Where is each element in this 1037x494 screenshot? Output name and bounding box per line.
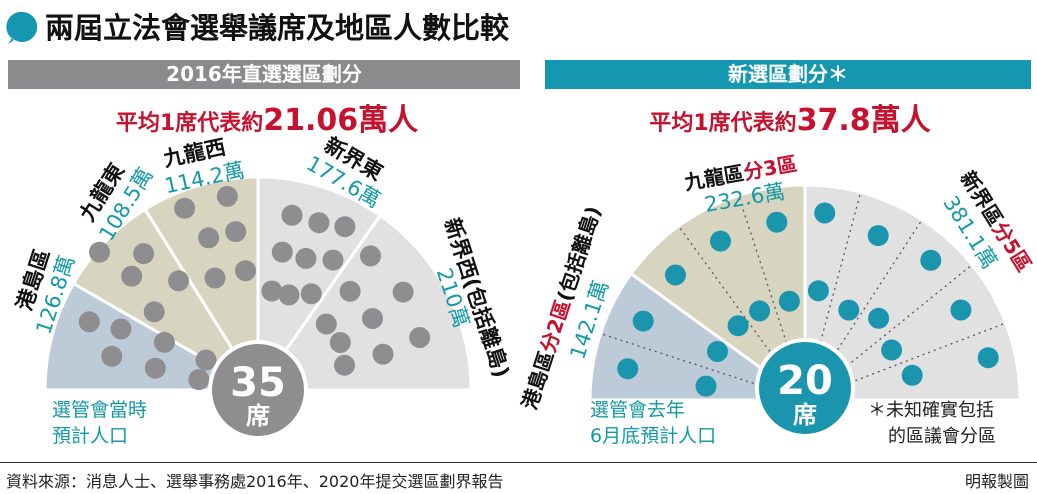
- left-seat-dot: [295, 247, 317, 269]
- left-seat-dot: [89, 241, 110, 263]
- left-note-line: 預計人口: [52, 425, 128, 447]
- left-seat-dot: [198, 227, 220, 249]
- left-seat-dot: [216, 185, 238, 207]
- right-seat-dot: [710, 230, 731, 252]
- right-footnote-line: 的區議會分區: [888, 426, 996, 447]
- speech-bubble-icon: [6, 11, 38, 45]
- left-seat-dot: [322, 249, 344, 271]
- right-wedges: [588, 183, 1022, 403]
- right-seat-dot: [778, 290, 800, 312]
- left-seat-dot: [225, 221, 247, 243]
- right-seat-dot: [920, 249, 942, 271]
- left-seat-dots: [78, 185, 431, 391]
- left-seat-dot: [271, 241, 293, 263]
- right-seat-dots: [617, 202, 999, 397]
- left-seat-dot: [339, 280, 361, 302]
- left-seat-dot: [308, 212, 330, 234]
- left-seat-dot: [121, 265, 143, 287]
- right-seat-dot: [901, 364, 923, 386]
- right-region-name-part: 港島區: [517, 348, 558, 412]
- right-seat-dot: [632, 310, 654, 332]
- left-seat-dot: [360, 245, 381, 267]
- left-seat-dot: [195, 349, 217, 371]
- left-seat-dot: [168, 270, 190, 292]
- left-seat-dot: [334, 216, 356, 238]
- left-seat-dot: [153, 331, 175, 353]
- left-seat-dot: [144, 357, 166, 379]
- right-seat-total-badge: [755, 338, 855, 438]
- footer-source: 資料來源：消息人士、選舉事務處2016年、2020年提交選區劃界報告: [6, 472, 504, 491]
- left-seat-total-badge: [208, 340, 308, 440]
- left-seat-dot: [392, 281, 414, 303]
- right-seat-dot: [617, 358, 639, 380]
- right-seat-dot: [867, 225, 889, 247]
- footer-divider: [0, 462, 1037, 463]
- right-seat-dot: [727, 315, 749, 337]
- left-seat-dot: [334, 354, 355, 376]
- left-seat-dot: [143, 301, 165, 323]
- left-seat-dot: [362, 308, 383, 329]
- right-average-text: 平均1席代表約37.8萬人: [617, 95, 963, 139]
- left-seat-dot: [204, 267, 226, 289]
- right-region-wedge-3: [803, 183, 1022, 402]
- right-seat-dot: [977, 347, 999, 369]
- left-seat-dot: [281, 204, 303, 226]
- right-seat-dot: [695, 375, 717, 397]
- right-seat-dot: [881, 339, 903, 361]
- right-region-wedge-2: [629, 183, 807, 403]
- left-seat-total-unit: 席: [246, 402, 270, 430]
- left-average-value: 21.06萬人: [263, 103, 419, 138]
- right-seat-dot: [950, 299, 972, 321]
- left-average-prefix: 平均1席代表約: [115, 111, 264, 136]
- right-seat-dot: [749, 300, 771, 322]
- right-footnote-line: ＊未知確實包括: [868, 400, 994, 421]
- left-seat-dot: [372, 343, 394, 365]
- right-region-wedge-1: [588, 271, 810, 402]
- left-seat-dot: [101, 345, 123, 367]
- right-seat-dot: [807, 280, 829, 302]
- right-seat-dot: [838, 299, 860, 321]
- right-average-value: 37.8萬人: [796, 103, 931, 138]
- left-seat-dot: [409, 327, 431, 348]
- left-seat-dot: [278, 284, 300, 306]
- left-seat-dot: [261, 280, 283, 302]
- right-seat-dot: [665, 264, 686, 286]
- right-seat-dot: [707, 341, 728, 362]
- left-seat-dot: [110, 318, 132, 340]
- left-seat-dot: [78, 311, 100, 333]
- right-seat-total-unit: 席: [793, 401, 817, 429]
- title-row: 兩屆立法會選舉議席及地區人數比較: [0, 0, 1037, 52]
- left-seat-dot: [174, 197, 196, 219]
- right-seat-total-number: 20: [777, 358, 833, 404]
- left-region-wedge-2: [71, 207, 260, 392]
- left-seat-dot: [235, 260, 256, 282]
- right-seat-dot: [814, 202, 836, 224]
- left-seat-dot: [133, 243, 155, 265]
- right-seat-dot: [766, 211, 788, 233]
- right-note-line: 選管會去年: [590, 399, 685, 421]
- page-title: 兩屆立法會選舉議席及地區人數比較: [45, 11, 510, 45]
- left-seat-total-number: 35: [230, 360, 286, 406]
- left-average-text: 平均1席代表約21.06萬人: [112, 95, 422, 139]
- right-note-line: 6月底預計人口: [590, 425, 716, 447]
- left-seat-dot: [329, 332, 351, 353]
- right-average-prefix: 平均1席代表約: [649, 111, 797, 136]
- right-seat-dot: [868, 307, 890, 329]
- left-seat-dot: [300, 283, 322, 305]
- footer-credit: 明報製圖: [964, 472, 1029, 491]
- left-section-header: 2016年直選選區劃分: [8, 60, 520, 89]
- left-note-line: 選管會當時: [52, 399, 147, 421]
- right-region-name-part: 分5區: [987, 218, 1036, 276]
- right-region-name-part: 分3區: [742, 151, 799, 184]
- right-section-header: 新選區劃分＊: [545, 60, 1031, 89]
- left-seat-dot: [315, 313, 337, 335]
- left-seat-dot: [188, 369, 210, 391]
